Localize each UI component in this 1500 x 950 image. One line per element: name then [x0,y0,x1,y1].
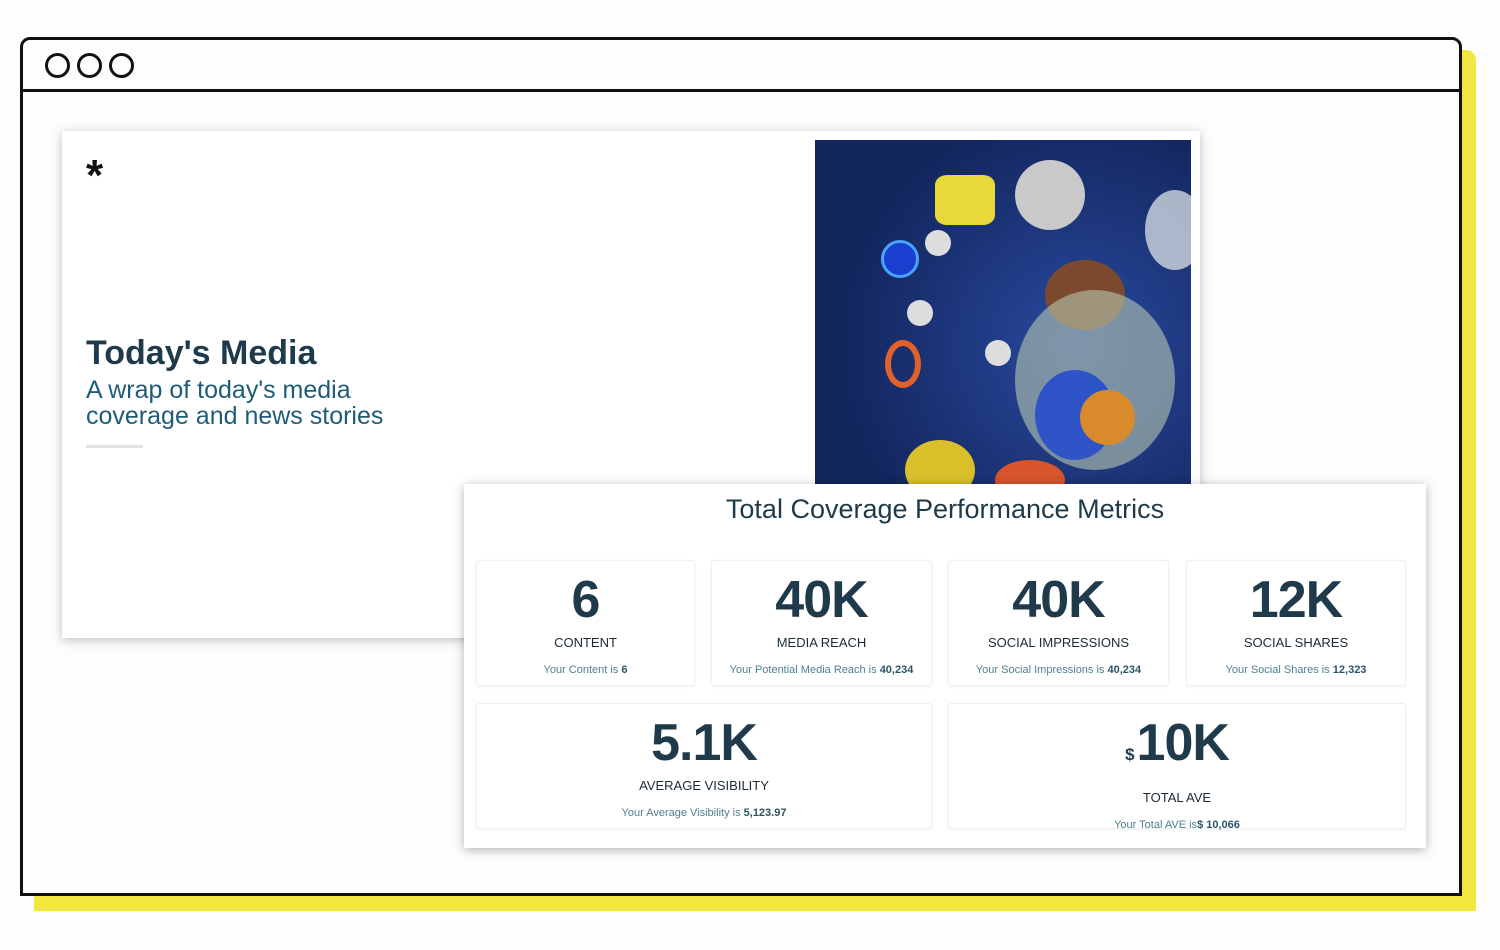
metric-value: $10K [1125,714,1230,772]
divider [86,445,143,448]
window-control-circle-icon[interactable] [45,53,70,78]
window-titlebar [23,40,1459,92]
metric-value: 6 [571,571,601,629]
metric-description: Your Total AVE is$ 10,066 [1114,819,1240,831]
metric-value: 40K [1012,571,1105,629]
page-title: Today's Media [86,334,317,372]
currency-symbol: $ [1125,745,1135,764]
metric-tile-media-reach: 40K MEDIA REACH Your Potential Media Rea… [711,560,932,686]
metric-tile-social-shares: 12K SOCIAL SHARES Your Social Shares is … [1186,560,1406,686]
metric-label: TOTAL AVE [1142,790,1212,805]
metric-label: MEDIA REACH [776,635,867,650]
metric-value: 12K [1249,571,1343,629]
metrics-panel: Total Coverage Performance Metrics 6 CON… [464,484,1426,848]
asterisk-logo: * [86,151,104,200]
window-control-circle-icon[interactable] [109,53,134,78]
metric-description: Your Social Shares is 12,323 [1225,664,1367,676]
metric-description: Your Content is 6 [543,664,628,676]
metric-description: Your Average Visibility is 5,123.97 [621,807,787,819]
metric-value: 5.1K [651,714,758,772]
metric-label: CONTENT [554,635,617,650]
page-subtitle: A wrap of today's media coverage and new… [86,376,384,430]
metric-label: SOCIAL IMPRESSIONS [987,635,1130,650]
metric-value: 40K [775,571,868,629]
metric-tile-average-visibility: 5.1K AVERAGE VISIBILITY Your Average Vis… [476,703,932,829]
metric-description: Your Social Impressions is 40,234 [975,664,1142,676]
hero-image [815,140,1191,484]
metrics-title: Total Coverage Performance Metrics [725,494,1165,524]
metric-label: SOCIAL SHARES [1243,635,1349,650]
metric-label: AVERAGE VISIBILITY [639,778,769,793]
metric-tile-content: 6 CONTENT Your Content is 6 [476,560,695,686]
window-control-circle-icon[interactable] [77,53,102,78]
metric-tile-social-impressions: 40K SOCIAL IMPRESSIONS Your Social Impre… [948,560,1169,686]
metric-description: Your Potential Media Reach is 40,234 [729,664,914,676]
metric-tile-total-ave: $10K TOTAL AVE Your Total AVE is$ 10,066 [948,703,1406,831]
